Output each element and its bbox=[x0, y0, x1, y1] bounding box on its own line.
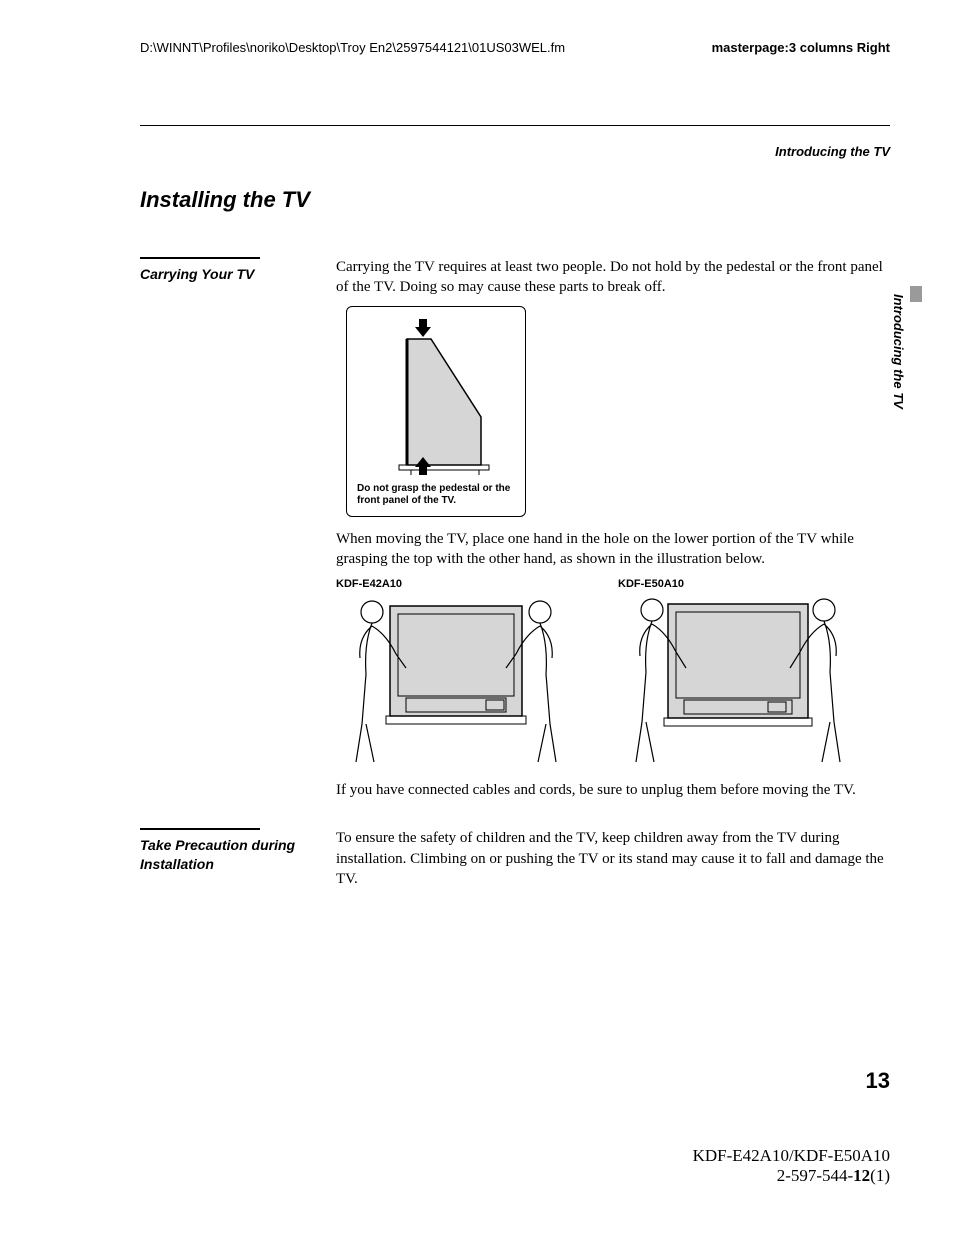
heading-rule bbox=[140, 257, 260, 259]
footer-doc-bold: 12 bbox=[853, 1166, 870, 1185]
tv-side-illustration bbox=[371, 317, 501, 477]
model1-block: KDF-E42A10 bbox=[336, 577, 608, 770]
page-number: 13 bbox=[866, 1068, 890, 1094]
footer-doc-suffix: (1) bbox=[870, 1166, 890, 1185]
footer: KDF-E42A10/KDF-E50A10 2-597-544-12(1) bbox=[693, 1146, 890, 1186]
precaution-para1: To ensure the safety of children and the… bbox=[336, 828, 890, 889]
side-tab-label: Introducing the TV bbox=[891, 294, 906, 409]
header-rule bbox=[140, 125, 890, 126]
footer-model-line: KDF-E42A10/KDF-E50A10 bbox=[693, 1146, 890, 1166]
footer-doc-line: 2-597-544-12(1) bbox=[693, 1166, 890, 1186]
carrying-block: Carrying Your TV Carrying the TV require… bbox=[140, 257, 890, 808]
illus1-caption: Do not grasp the pedestal or the front p… bbox=[357, 483, 515, 508]
carry-illustration-1 bbox=[336, 594, 576, 764]
file-path: D:\WINNT\Profiles\noriko\Desktop\Troy En… bbox=[140, 40, 565, 55]
masterpage-label: masterpage:3 columns Right bbox=[712, 40, 890, 55]
model2-label: KDF-E50A10 bbox=[618, 577, 890, 592]
carrying-para1: Carrying the TV requires at least two pe… bbox=[336, 257, 890, 298]
side-tab: Introducing the TV bbox=[886, 286, 904, 446]
right-column-2: To ensure the safety of children and the… bbox=[336, 828, 890, 897]
right-column: Carrying the TV requires at least two pe… bbox=[336, 257, 890, 808]
main-title: Installing the TV bbox=[140, 187, 890, 213]
left-column: Carrying Your TV bbox=[140, 257, 310, 808]
carrying-para3: If you have connected cables and cords, … bbox=[336, 780, 890, 800]
models-row: KDF-E42A10 bbox=[336, 577, 890, 770]
precaution-heading: Take Precaution during Installation bbox=[140, 836, 310, 874]
carrying-para2: When moving the TV, place one hand in th… bbox=[336, 529, 890, 570]
left-column-2: Take Precaution during Installation bbox=[140, 828, 310, 897]
tab-marker bbox=[910, 286, 922, 302]
page-container: D:\WINNT\Profiles\noriko\Desktop\Troy En… bbox=[0, 0, 954, 1235]
carry-illustration-2 bbox=[618, 594, 858, 764]
footer-doc-prefix: 2-597-544- bbox=[777, 1166, 853, 1185]
model2-block: KDF-E50A10 bbox=[618, 577, 890, 770]
precaution-block: Take Precaution during Installation To e… bbox=[140, 828, 890, 897]
file-header: D:\WINNT\Profiles\noriko\Desktop\Troy En… bbox=[140, 40, 890, 55]
carrying-heading: Carrying Your TV bbox=[140, 265, 310, 284]
heading-rule-2 bbox=[140, 828, 260, 830]
section-label: Introducing the TV bbox=[140, 144, 890, 159]
model1-label: KDF-E42A10 bbox=[336, 577, 608, 592]
illustration-box-1: Do not grasp the pedestal or the front p… bbox=[346, 306, 526, 517]
